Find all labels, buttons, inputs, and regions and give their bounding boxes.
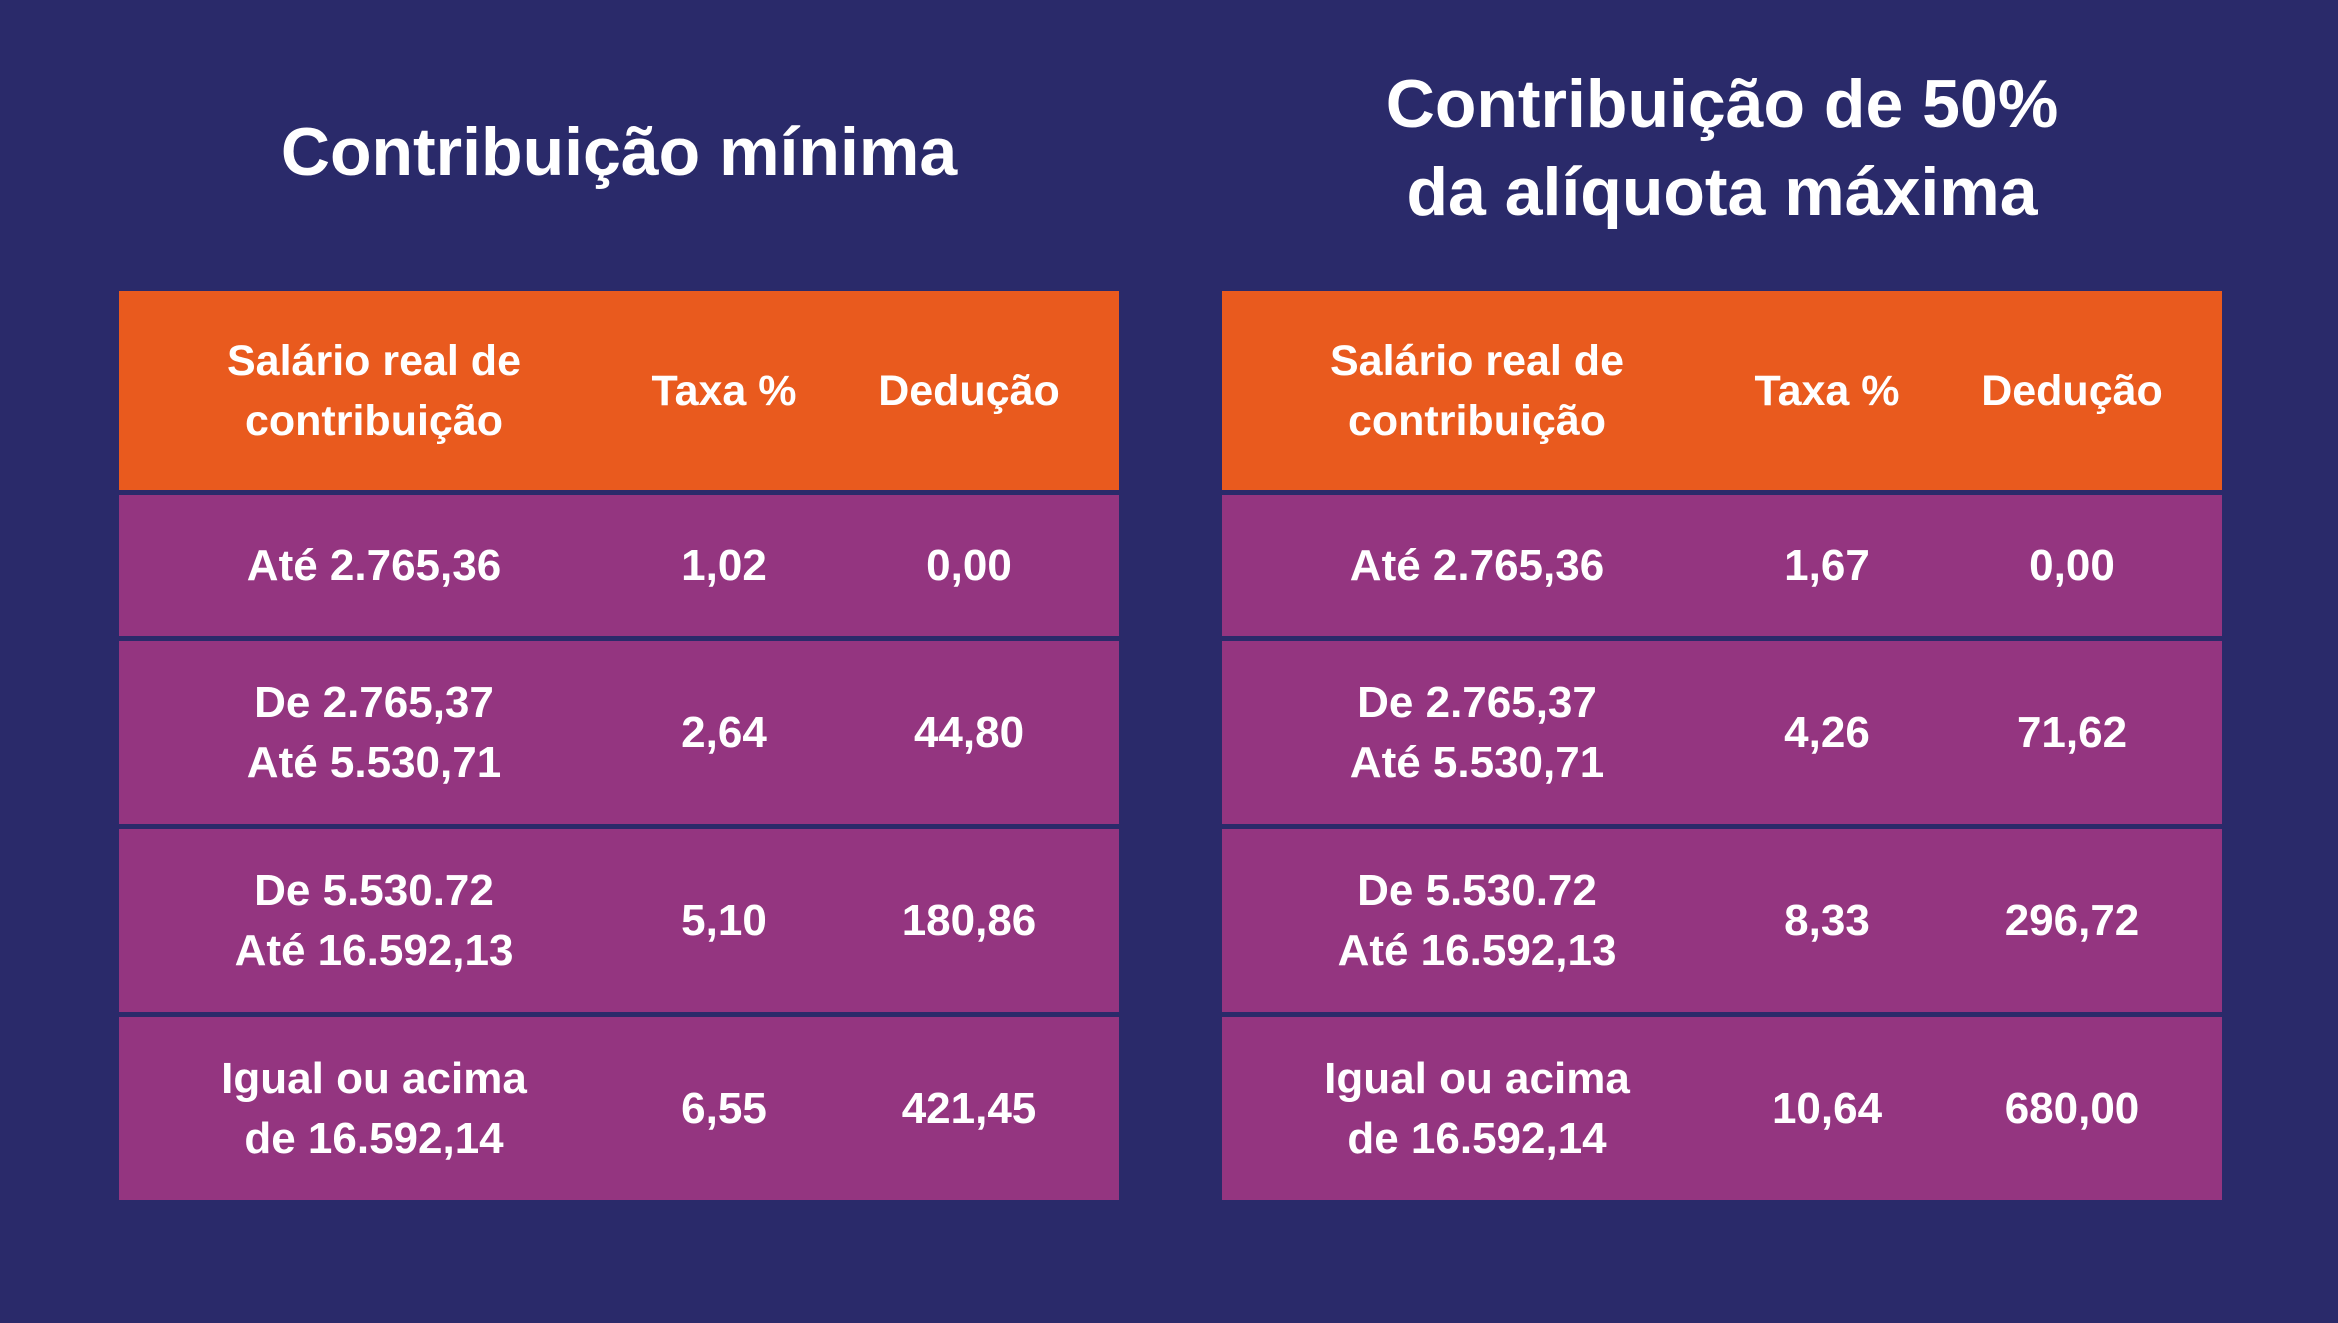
deduction-cell: 0,00 bbox=[926, 540, 1012, 590]
rate-cell: 4,26 bbox=[1784, 707, 1870, 757]
deduction-cell: 44,80 bbox=[913, 707, 1025, 757]
deduction-cell: 0,00 bbox=[2029, 540, 2115, 590]
header-salary: Salário real de contribuição bbox=[119, 331, 629, 451]
table-row: Igual ou acima de 16.592,14 10,64 680,00 bbox=[1222, 1017, 2222, 1200]
table-row: Igual ou acima de 16.592,14 6,55 421,45 bbox=[119, 1017, 1119, 1200]
deduction-cell: 180,86 bbox=[901, 895, 1037, 945]
rate-cell: 2,64 bbox=[681, 707, 767, 757]
title-line: Contribuição de 50% bbox=[1385, 66, 2059, 142]
header-salary-line: contribuição bbox=[1347, 396, 1607, 445]
table-row: Até 2.765,36 1,02 0,00 bbox=[119, 495, 1119, 636]
table-row: De 5.530.72 Até 16.592,13 5,10 180,86 bbox=[119, 829, 1119, 1012]
salary-cell: Até 2.765,36 bbox=[119, 536, 629, 596]
salary-cell: De 5.530.72 Até 16.592,13 bbox=[1222, 861, 1732, 981]
salary-line: De 5.530.72 bbox=[254, 865, 494, 915]
salary-cell: Igual ou acima de 16.592,14 bbox=[1222, 1049, 1732, 1169]
header-rate: Taxa % bbox=[1754, 366, 1900, 415]
salary-cell: De 2.765,37 Até 5.530,71 bbox=[119, 673, 629, 793]
header-salary-line: contribuição bbox=[244, 396, 504, 445]
salary-line: De 5.530.72 bbox=[1357, 865, 1597, 915]
salary-line: De 2.765,37 bbox=[254, 677, 494, 727]
salary-line: Igual ou acima bbox=[1324, 1053, 1630, 1103]
header-salary-line: Salário real de bbox=[1330, 336, 1624, 385]
salary-line: Até 16.592,13 bbox=[234, 925, 514, 975]
rate-cell: 1,02 bbox=[681, 540, 767, 590]
salary-cell: Até 2.765,36 bbox=[1222, 536, 1732, 596]
rate-cell: 8,33 bbox=[1784, 895, 1870, 945]
salary-cell: Igual ou acima de 16.592,14 bbox=[119, 1049, 629, 1169]
table-row: De 2.765,37 Até 5.530,71 4,26 71,62 bbox=[1222, 641, 2222, 824]
deduction-cell: 421,45 bbox=[901, 1083, 1037, 1133]
salary-line: de 16.592,14 bbox=[1347, 1113, 1607, 1163]
rate-cell: 1,67 bbox=[1784, 540, 1870, 590]
title-line: Contribuição mínima bbox=[280, 114, 958, 190]
salary-line: Até 2.765,36 bbox=[246, 540, 502, 590]
table-row: De 2.765,37 Até 5.530,71 2,64 44,80 bbox=[119, 641, 1119, 824]
salary-cell: De 2.765,37 Até 5.530,71 bbox=[1222, 673, 1732, 793]
deduction-cell: 680,00 bbox=[2004, 1083, 2140, 1133]
half-max-rate-title: Contribuição de 50% da alíquota máxima bbox=[1222, 60, 2222, 236]
salary-line: de 16.592,14 bbox=[244, 1113, 504, 1163]
rate-cell: 5,10 bbox=[681, 895, 767, 945]
half-max-rate-table: Salário real de contribuição Taxa % Dedu… bbox=[1222, 291, 2222, 1205]
deduction-cell: 71,62 bbox=[2016, 707, 2128, 757]
title-line: da alíquota máxima bbox=[1406, 154, 2038, 230]
rate-cell: 6,55 bbox=[681, 1083, 767, 1133]
deduction-cell: 296,72 bbox=[2004, 895, 2140, 945]
minimum-contribution-table: Salário real de contribuição Taxa % Dedu… bbox=[119, 291, 1119, 1205]
table-header-row: Salário real de contribuição Taxa % Dedu… bbox=[1222, 291, 2222, 490]
salary-line: Até 16.592,13 bbox=[1337, 925, 1617, 975]
table-header-row: Salário real de contribuição Taxa % Dedu… bbox=[119, 291, 1119, 490]
table-row: De 5.530.72 Até 16.592,13 8,33 296,72 bbox=[1222, 829, 2222, 1012]
header-salary: Salário real de contribuição bbox=[1222, 331, 1732, 451]
header-salary-line: Salário real de bbox=[227, 336, 521, 385]
salary-line: Até 5.530,71 bbox=[1349, 737, 1605, 787]
salary-line: Até 2.765,36 bbox=[1349, 540, 1605, 590]
salary-cell: De 5.530.72 Até 16.592,13 bbox=[119, 861, 629, 981]
header-deduction: Dedução bbox=[878, 366, 1060, 415]
header-rate: Taxa % bbox=[651, 366, 797, 415]
salary-line: Até 5.530,71 bbox=[246, 737, 502, 787]
header-deduction: Dedução bbox=[1981, 366, 2163, 415]
rate-cell: 10,64 bbox=[1771, 1083, 1883, 1133]
salary-line: Igual ou acima bbox=[221, 1053, 527, 1103]
minimum-contribution-title: Contribuição mínima bbox=[119, 108, 1119, 196]
table-row: Até 2.765,36 1,67 0,00 bbox=[1222, 495, 2222, 636]
salary-line: De 2.765,37 bbox=[1357, 677, 1597, 727]
